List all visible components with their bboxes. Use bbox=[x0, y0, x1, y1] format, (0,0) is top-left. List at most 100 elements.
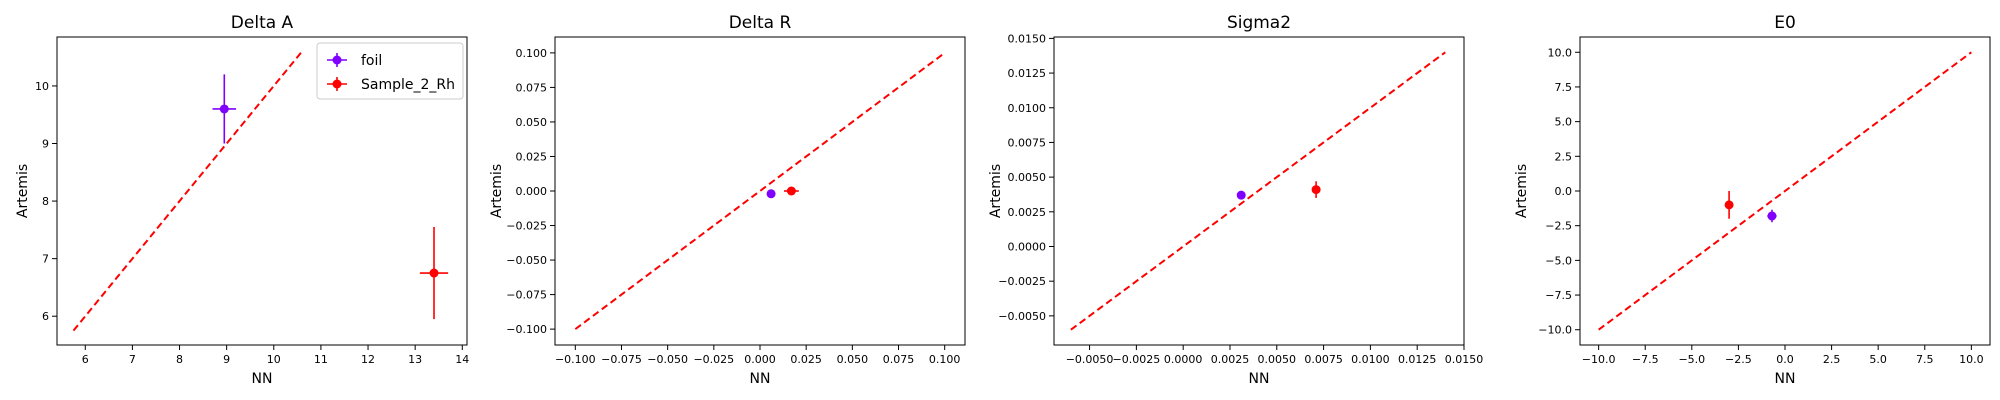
subplot-title: Delta A bbox=[231, 13, 294, 33]
y-axis-label: Artemis bbox=[1514, 164, 1530, 218]
y-tick-label: −7.5 bbox=[1545, 289, 1572, 302]
subplot-title: Delta R bbox=[729, 13, 792, 33]
legend: foil Sample_2_Rh bbox=[316, 42, 464, 100]
data-point-sample-2-rh bbox=[1311, 185, 1321, 195]
x-tick-label: 12 bbox=[361, 353, 375, 366]
x-tick-label: −0.050 bbox=[647, 353, 688, 366]
reference-line bbox=[72, 50, 303, 332]
y-tick-label: −0.050 bbox=[506, 254, 547, 267]
y-tick-label: −0.0050 bbox=[998, 310, 1046, 323]
x-tick-label: 14 bbox=[455, 353, 469, 366]
data-point-foil bbox=[766, 189, 776, 199]
x-axis-label: NN bbox=[252, 371, 273, 387]
x-tick-label: −10.0 bbox=[1582, 353, 1616, 366]
x-tick-label: 8 bbox=[176, 353, 183, 366]
y-tick-label: 0.100 bbox=[516, 47, 548, 60]
y-tick-label: 0.0075 bbox=[1008, 136, 1047, 149]
x-tick-label: −0.025 bbox=[693, 353, 734, 366]
y-axis-label: Artemis bbox=[15, 164, 31, 218]
data-point-foil bbox=[219, 104, 229, 114]
x-tick-label: 0.0050 bbox=[1258, 353, 1297, 366]
legend-entry-foil: foil bbox=[327, 53, 382, 69]
y-tick-label: −0.100 bbox=[506, 323, 547, 336]
y-tick-label: 0.050 bbox=[516, 116, 548, 129]
x-tick-label: 0.0025 bbox=[1211, 353, 1250, 366]
x-tick-label: −5.0 bbox=[1678, 353, 1705, 366]
legend-label-sample-2-rh: Sample_2_Rh bbox=[361, 77, 455, 93]
subplot-e0: E0 NN Artemis −10.0 −7.5 −5.0 −2.5 0.0 2.5 5.0… bbox=[1514, 13, 1991, 387]
y-tick-label: 0.000 bbox=[516, 185, 548, 198]
x-tick-label: 2.5 bbox=[1823, 353, 1841, 366]
x-tick-label: −7.5 bbox=[1632, 353, 1659, 366]
legend-label-foil: foil bbox=[361, 53, 382, 69]
x-tick-label: 0.0075 bbox=[1304, 353, 1343, 366]
x-tick-label: 10.0 bbox=[1959, 353, 1984, 366]
x-tick-label: 6 bbox=[82, 353, 89, 366]
x-tick-label: 11 bbox=[314, 353, 328, 366]
reference-line bbox=[1070, 51, 1446, 331]
subplot-title: Sigma2 bbox=[1227, 13, 1291, 33]
x-tick-label: 5.0 bbox=[1869, 353, 1887, 366]
subplot-title: E0 bbox=[1774, 13, 1796, 33]
x-tick-label: 0.0 bbox=[1776, 353, 1794, 366]
data-point-sample-2-rh bbox=[429, 268, 439, 278]
x-tick-label: −2.5 bbox=[1725, 353, 1752, 366]
y-tick-label: 0.0150 bbox=[1008, 32, 1047, 45]
legend-box bbox=[316, 42, 464, 100]
x-axis-label: NN bbox=[1249, 371, 1270, 387]
x-tick-label: 9 bbox=[223, 353, 230, 366]
x-tick-label: 0.100 bbox=[929, 353, 961, 366]
y-tick-label: −2.5 bbox=[1545, 220, 1572, 233]
x-tick-label: −0.075 bbox=[601, 353, 642, 366]
x-tick-label: 0.0100 bbox=[1351, 353, 1390, 366]
y-tick-label: 8 bbox=[42, 195, 49, 208]
reference-line bbox=[574, 52, 946, 330]
y-tick-label: 7 bbox=[42, 253, 49, 266]
y-tick-label: 0.025 bbox=[516, 150, 548, 163]
x-tick-label: −0.100 bbox=[555, 353, 596, 366]
legend-entry-sample-2-rh: Sample_2_Rh bbox=[327, 77, 455, 93]
data-point-foil bbox=[1236, 190, 1246, 200]
x-axis-label: NN bbox=[750, 371, 771, 387]
y-tick-label: 0.0000 bbox=[1008, 240, 1047, 253]
x-tick-label: 10 bbox=[267, 353, 281, 366]
x-tick-label: 13 bbox=[408, 353, 422, 366]
plot-frame bbox=[1053, 36, 1465, 346]
y-tick-label: 0.0100 bbox=[1008, 102, 1047, 115]
x-tick-label: 0.000 bbox=[744, 353, 776, 366]
x-tick-label: 0.0125 bbox=[1398, 353, 1437, 366]
x-tick-label: 7 bbox=[129, 353, 136, 366]
x-tick-label: 0.050 bbox=[837, 353, 869, 366]
data-point-sample-2-rh bbox=[786, 186, 796, 196]
y-tick-label: −0.075 bbox=[506, 289, 547, 302]
x-tick-label: 0.0150 bbox=[1445, 353, 1484, 366]
y-tick-label: 2.5 bbox=[1555, 150, 1573, 163]
x-tick-label: −0.0025 bbox=[1113, 353, 1161, 366]
y-tick-label: −0.0025 bbox=[998, 275, 1046, 288]
y-tick-label: 0.0025 bbox=[1008, 206, 1047, 219]
data-point-foil bbox=[1767, 211, 1777, 221]
x-tick-label: −0.0050 bbox=[1066, 353, 1114, 366]
legend-marker-foil bbox=[332, 55, 342, 65]
legend-marker-sample-2-rh bbox=[332, 79, 342, 89]
x-tick-label: 7.5 bbox=[1916, 353, 1934, 366]
y-tick-label: 0.075 bbox=[516, 81, 548, 94]
x-tick-label: 0.025 bbox=[790, 353, 822, 366]
data-point-sample-2-rh bbox=[1724, 200, 1734, 210]
subplot-delta-a: Delta A NN Artemis 6 7 8 9 10 11 12 13 14678910 … bbox=[15, 13, 469, 387]
y-tick-label: 0.0050 bbox=[1008, 171, 1047, 184]
y-tick-label: −5.0 bbox=[1545, 254, 1572, 267]
y-tick-label: −0.025 bbox=[506, 220, 547, 233]
y-tick-label: 0.0125 bbox=[1008, 67, 1047, 80]
plot-frame bbox=[56, 36, 468, 346]
y-tick-label: −10.0 bbox=[1538, 324, 1572, 337]
y-tick-label: 5.0 bbox=[1555, 116, 1573, 129]
x-tick-label: 0.075 bbox=[883, 353, 915, 366]
y-tick-label: 7.5 bbox=[1555, 81, 1573, 94]
x-axis-label: NN bbox=[1775, 371, 1796, 387]
y-tick-label: 6 bbox=[42, 310, 49, 323]
subplot-delta-r: Delta R NN Artemis −0.100 −0.075 −0.050 −0.… bbox=[489, 13, 966, 387]
x-tick-label: 0.0000 bbox=[1164, 353, 1203, 366]
y-axis-label: Artemis bbox=[489, 164, 505, 218]
